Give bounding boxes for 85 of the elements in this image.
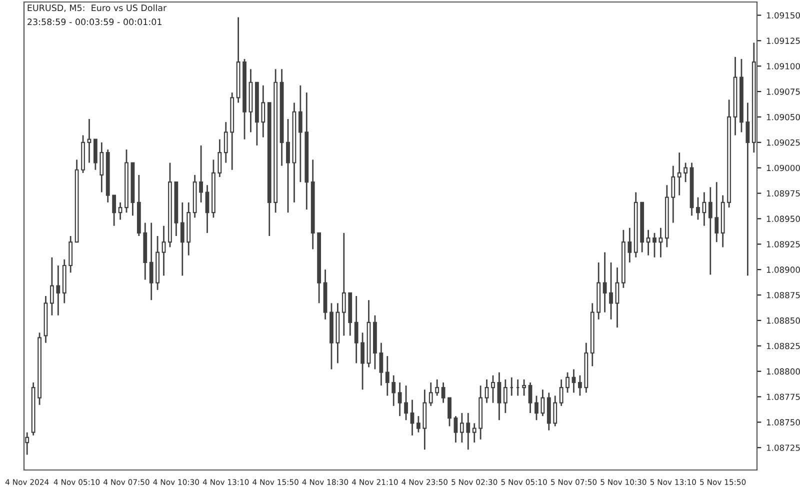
candlestick <box>472 422 476 444</box>
candlestick <box>205 184 210 234</box>
candlestick <box>646 229 650 256</box>
y-tick-label: 1.08975 <box>766 190 800 197</box>
candlestick <box>454 415 458 444</box>
candlestick <box>218 138 222 178</box>
candlestick <box>379 342 384 386</box>
candlestick <box>93 138 98 171</box>
y-tick-label: 1.09125 <box>766 38 800 44</box>
y-tick-label: 1.09100 <box>766 63 800 70</box>
candlestick <box>118 202 122 220</box>
candlestick <box>746 102 750 276</box>
candlestick <box>609 262 613 320</box>
candlestick <box>199 144 203 204</box>
candlestick <box>416 415 420 434</box>
candlestick <box>100 142 104 193</box>
candlestick <box>56 264 60 316</box>
candlestick <box>448 397 452 427</box>
candlestick <box>342 232 346 336</box>
candlestick <box>497 372 502 421</box>
candlestick <box>553 395 558 427</box>
candlestick <box>410 399 414 436</box>
y-tick-label: 1.09075 <box>766 88 800 95</box>
candlestick <box>572 368 576 394</box>
candlestick <box>652 232 656 258</box>
y-tick-label: 1.09050 <box>766 114 800 120</box>
candlestick <box>466 412 470 450</box>
y-tick-label: 1.08850 <box>766 317 800 324</box>
candlestick <box>566 372 570 394</box>
candlestick <box>360 332 364 390</box>
candlestick <box>534 395 538 421</box>
candlestick <box>503 378 508 414</box>
candlestick <box>684 162 688 183</box>
y-tick-label: 1.09025 <box>766 139 800 146</box>
candlestick <box>428 382 433 407</box>
candlestick <box>180 202 184 276</box>
candlestick <box>298 84 302 183</box>
y-tick-label: 1.08875 <box>766 292 800 298</box>
y-tick-label: 1.09000 <box>766 164 800 172</box>
y-tick-label: 1.08925 <box>766 241 800 248</box>
candlestick <box>354 295 358 364</box>
candlestick <box>441 382 446 404</box>
candlestick <box>696 196 700 220</box>
candlestick <box>602 252 607 313</box>
candlestick <box>671 165 676 224</box>
y-tick-label: 1.08900 <box>766 266 800 273</box>
candlestick <box>578 374 582 396</box>
candlestick <box>398 382 402 417</box>
candlestick <box>68 235 73 274</box>
candlestick <box>149 222 154 301</box>
candlestick <box>559 378 564 407</box>
chart-title: EURUSD, M5: Euro vs US Dollar <box>28 4 167 12</box>
y-tick-label: 1.08825 <box>766 342 800 350</box>
candlestick <box>224 121 228 164</box>
candlestick <box>286 118 290 214</box>
candlestick <box>385 355 390 396</box>
candlestick <box>484 378 489 404</box>
y-tick-label: 1.08950 <box>766 216 800 222</box>
candlestick <box>522 378 526 396</box>
candlestick <box>25 432 30 456</box>
y-tick-label: 1.08775 <box>766 394 800 400</box>
candlestick <box>87 118 92 164</box>
candlestick <box>50 256 54 316</box>
text: 23:58:59 - 00:03:59 - 00:01:01 <box>28 18 162 26</box>
candlestick <box>460 412 464 444</box>
candlestick <box>628 227 632 264</box>
candlestick <box>615 266 620 328</box>
y-tick-label: 1.08750 <box>766 419 800 426</box>
candlestick <box>714 181 719 243</box>
y-tick-label: 1.08800 <box>766 368 800 375</box>
candlestick <box>708 186 712 276</box>
y-tick-label: 1.08725 <box>766 444 800 451</box>
candlestick <box>112 194 116 227</box>
candlestick <box>491 374 495 404</box>
candlestick <box>702 192 706 227</box>
candlestick <box>658 227 663 258</box>
y-tick-label: 1.09150 <box>766 12 800 19</box>
candlestick <box>677 152 682 196</box>
candlestick <box>261 84 266 138</box>
candlestick <box>528 382 532 414</box>
candlestick <box>404 384 408 421</box>
candlestick <box>540 388 545 417</box>
candlestick <box>392 374 396 407</box>
candlestick <box>162 225 166 276</box>
candlestick <box>435 378 440 396</box>
